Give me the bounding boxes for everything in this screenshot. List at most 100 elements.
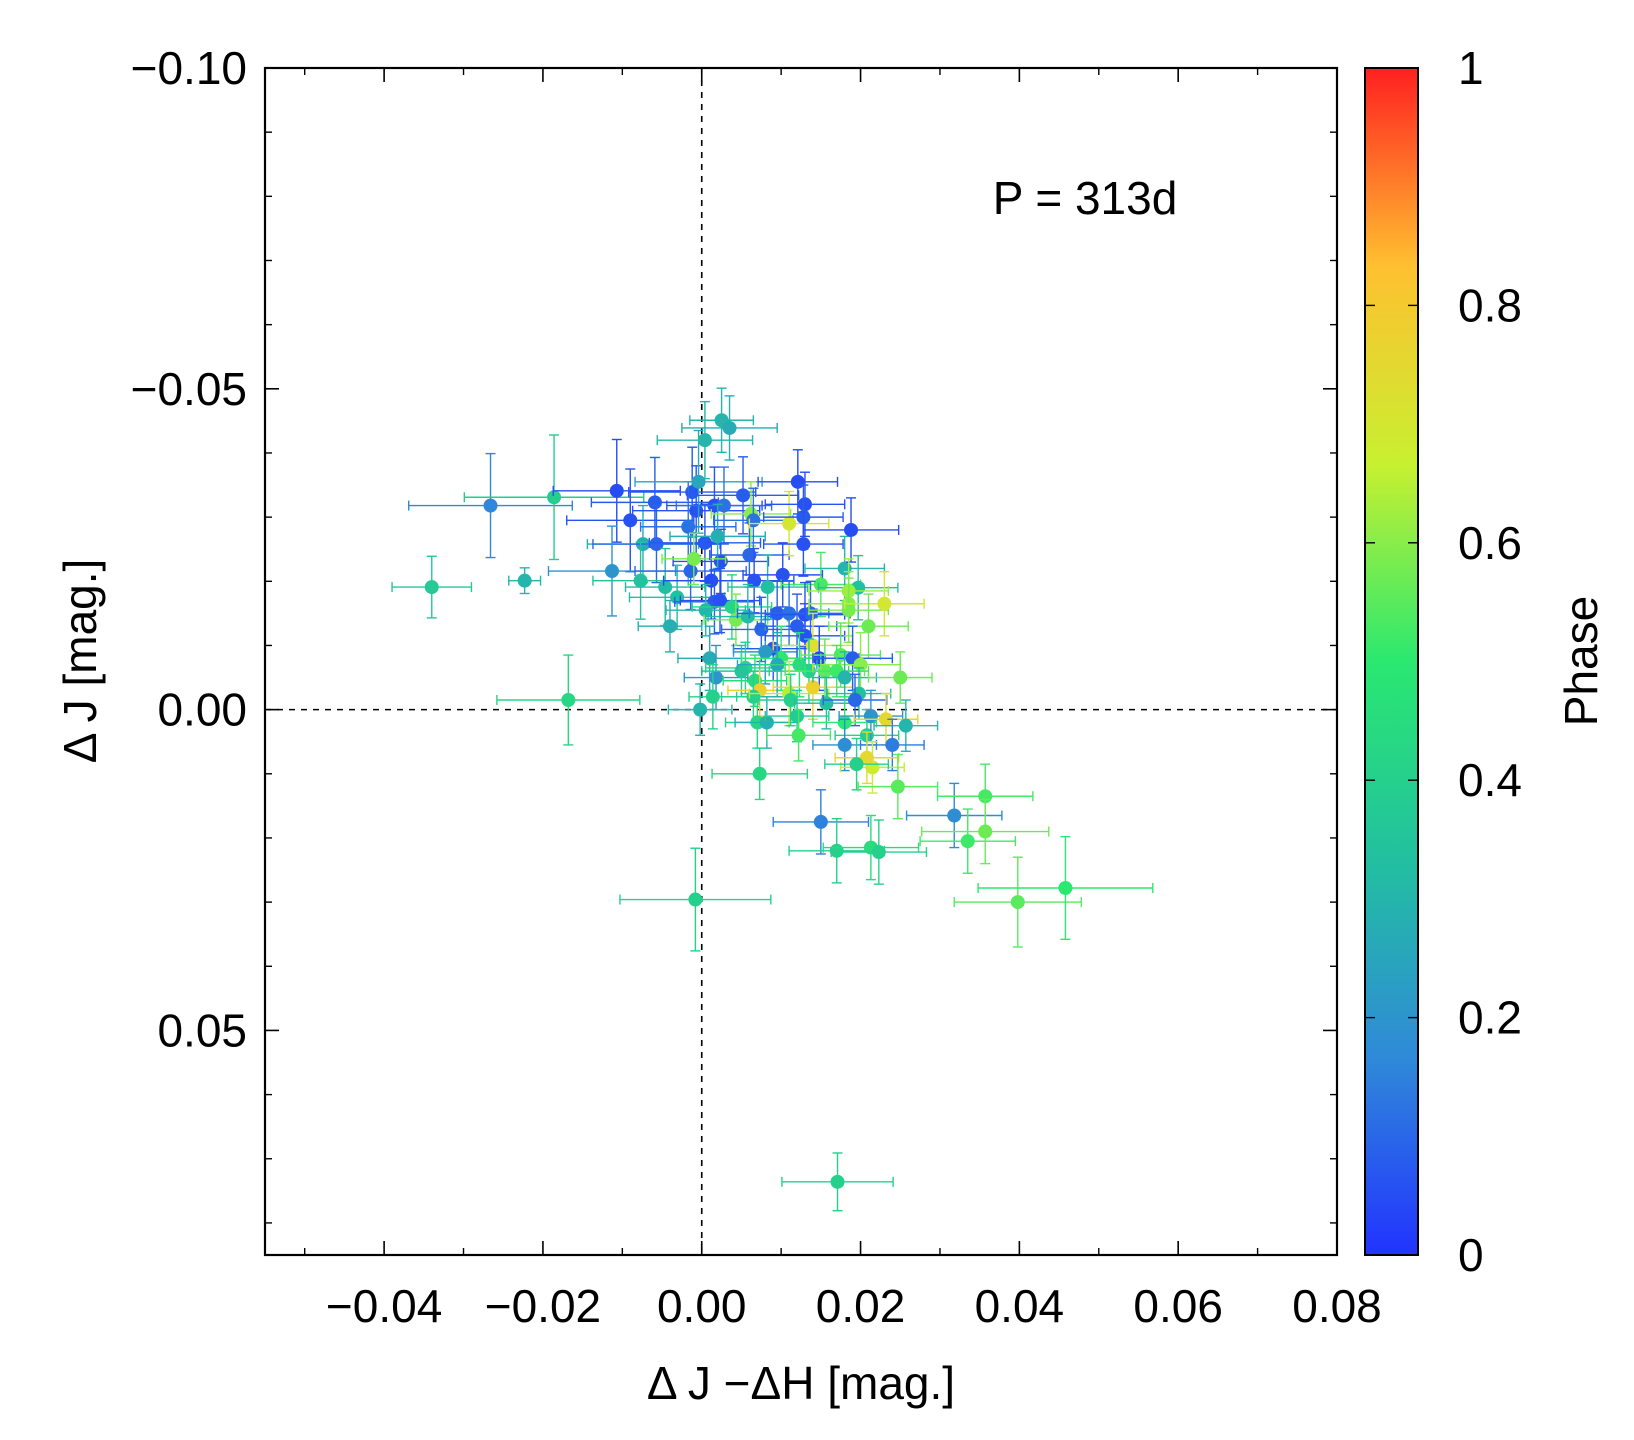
point-marker (759, 715, 774, 730)
point-marker (885, 737, 900, 752)
data-point (592, 504, 721, 584)
data-point (920, 798, 1050, 865)
data-point (757, 449, 839, 515)
data-point (391, 555, 473, 619)
data-point (727, 554, 809, 620)
colorbar-tick-label: 0.2 (1458, 992, 1522, 1044)
point-marker (813, 814, 828, 829)
data-point (830, 819, 928, 885)
point-marker (686, 551, 701, 566)
data-point (679, 567, 761, 634)
point-marker (623, 513, 638, 528)
data-point (508, 567, 542, 595)
colorbar-tick-label: 0.6 (1458, 517, 1522, 569)
data-point (766, 708, 832, 762)
point-marker (775, 567, 790, 582)
data-point (867, 651, 933, 704)
data-point (762, 511, 844, 577)
data-point (667, 683, 733, 736)
point-marker (740, 609, 755, 624)
data-point (408, 452, 574, 559)
point-marker (689, 503, 704, 518)
point-marker (805, 680, 820, 695)
colorbar-tick-label: 0 (1458, 1229, 1484, 1281)
point-marker (1058, 880, 1073, 895)
period-annotation: P = 313d (993, 172, 1178, 224)
y-tick-label: −0.05 (131, 363, 247, 415)
colorbar-tick-label: 0.4 (1458, 754, 1522, 806)
colorbar (1364, 67, 1419, 1256)
data-point (919, 808, 1017, 874)
y-axis-label: Δ J [mag.] (54, 559, 106, 764)
plot-frame (263, 66, 1339, 1257)
data-point (764, 471, 846, 538)
point-marker (658, 580, 673, 595)
point-marker (760, 580, 775, 595)
point-marker (790, 709, 805, 724)
x-tick-label: 0.00 (657, 1280, 747, 1332)
data-point (496, 654, 641, 746)
data-point (732, 619, 798, 685)
data-point (905, 782, 1003, 849)
data-point (873, 699, 939, 753)
point-marker (697, 535, 712, 550)
data-point (592, 541, 689, 620)
point-marker (830, 1174, 845, 1189)
data-point (681, 395, 778, 461)
data-point (463, 434, 645, 561)
point-marker (813, 577, 828, 592)
data-point (648, 503, 762, 582)
point-marker (747, 573, 762, 588)
point-marker (734, 664, 749, 679)
data-point (859, 718, 925, 772)
axis-tick-labels: −0.04 −0.02 0.00 0.02 0.04 0.06 0.08 −0.10 −0.05… (131, 42, 1382, 1332)
data-points (391, 387, 1154, 1212)
point-marker (746, 513, 761, 528)
point-marker (859, 750, 874, 765)
point-marker (893, 670, 908, 685)
data-point (566, 468, 695, 573)
point-marker (742, 547, 757, 562)
point-marker (561, 692, 576, 707)
data-point (734, 696, 800, 749)
point-marker (681, 519, 696, 534)
point-marker (844, 522, 859, 537)
point-marker (819, 696, 834, 711)
point-marker (722, 420, 737, 435)
data-point (802, 497, 900, 563)
data-point (656, 400, 754, 480)
x-tick-label: 0.06 (1133, 1280, 1223, 1332)
point-marker (841, 603, 856, 618)
point-marker (713, 593, 728, 608)
data-point (822, 673, 888, 727)
point-marker (871, 845, 886, 860)
colorbar-tick-label: 1 (1458, 42, 1484, 94)
point-marker (947, 808, 962, 823)
data-point (742, 542, 824, 608)
point-marker (1010, 895, 1025, 910)
point-marker (797, 497, 812, 512)
point-marker (878, 712, 893, 727)
point-marker (716, 498, 731, 513)
point-marker (547, 490, 562, 505)
data-point (748, 490, 830, 557)
data-point (977, 835, 1154, 941)
point-marker (688, 892, 703, 907)
x-tick-label: −0.04 (326, 1280, 442, 1332)
point-marker (782, 516, 797, 531)
point-marker (662, 619, 677, 634)
point-marker (796, 537, 811, 552)
data-point (552, 438, 682, 543)
point-marker (890, 779, 905, 794)
y-tick-label: −0.10 (131, 42, 247, 94)
x-tick-label: 0.08 (1292, 1280, 1382, 1332)
data-point (624, 547, 706, 627)
x-tick-label: 0.04 (975, 1280, 1065, 1332)
point-marker (691, 474, 706, 489)
point-marker (861, 619, 876, 634)
data-point (824, 737, 890, 791)
point-marker (960, 834, 975, 849)
